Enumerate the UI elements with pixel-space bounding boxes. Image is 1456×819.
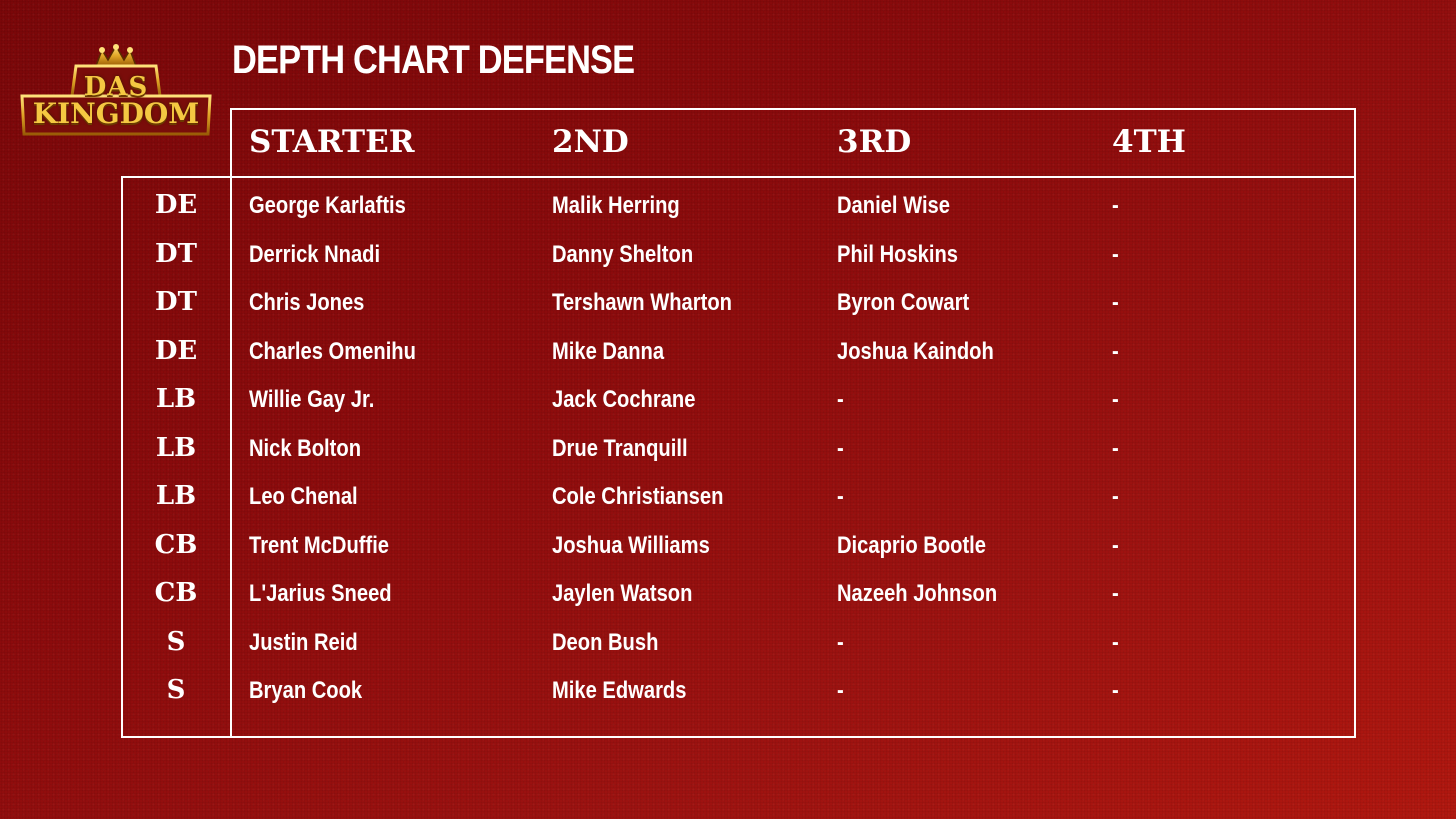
third-cell: Joshua Kaindoh — [837, 337, 994, 365]
table-row: S Bryan Cook Mike Edwards - - — [0, 669, 1456, 718]
third-cell: Phil Hoskins — [837, 240, 958, 268]
table-row: DT Chris Jones Tershawn Wharton Byron Co… — [0, 281, 1456, 330]
fourth-cell: - — [1112, 434, 1119, 462]
second-cell: Joshua Williams — [552, 531, 710, 559]
starter-cell: Justin Reid — [249, 628, 358, 656]
table-row: LB Nick Bolton Drue Tranquill - - — [0, 427, 1456, 476]
fourth-cell: - — [1112, 580, 1119, 607]
third-cell: Nazeeh Johnson — [837, 580, 998, 607]
position-label: DE — [154, 190, 198, 220]
position-label: DT — [155, 287, 197, 317]
fourth-cell: - — [1112, 483, 1119, 510]
table-row: DE George Karlaftis Malik Herring Daniel… — [0, 184, 1456, 233]
column-header-starter: STARTER — [249, 124, 415, 160]
second-cell: Drue Tranquill — [552, 434, 688, 462]
third-cell: - — [837, 483, 844, 510]
position-label: DT — [155, 238, 197, 269]
position-label: LB — [155, 432, 197, 463]
table-row: DT Derrick Nnadi Danny Shelton Phil Hosk… — [0, 233, 1456, 282]
third-cell: - — [837, 386, 844, 413]
position-label: LB — [155, 384, 197, 414]
das-kingdom-logo: DAS KINGDOM — [18, 44, 214, 142]
fourth-cell: - — [1112, 289, 1119, 316]
table-header-frame — [230, 108, 1356, 178]
fourth-cell: - — [1112, 677, 1119, 704]
fourth-cell: - — [1112, 531, 1119, 559]
position-label: LB — [155, 481, 197, 511]
position-label: S — [166, 626, 186, 657]
page-title: DEPTH CHART DEFENSE — [232, 38, 635, 82]
logo-text-das: DAS — [83, 72, 149, 102]
third-cell: Dicaprio Bootle — [837, 531, 986, 559]
position-label: S — [166, 675, 186, 705]
starter-cell: Chris Jones — [249, 289, 365, 316]
position-label: CB — [154, 578, 198, 608]
starter-cell: George Karlaftis — [249, 192, 406, 219]
second-cell: Jaylen Watson — [552, 580, 693, 607]
fourth-cell: - — [1112, 240, 1119, 268]
table-row: LB Willie Gay Jr. Jack Cochrane - - — [0, 378, 1456, 427]
second-cell: Cole Christiansen — [552, 483, 724, 510]
starter-cell: Willie Gay Jr. — [249, 386, 375, 413]
third-cell: Byron Cowart — [837, 289, 970, 316]
table-row: S Justin Reid Deon Bush - - — [0, 621, 1456, 670]
starter-cell: Nick Bolton — [249, 434, 362, 462]
table-row: CB L'Jarius Sneed Jaylen Watson Nazeeh J… — [0, 572, 1456, 621]
starter-cell: L'Jarius Sneed — [249, 580, 392, 607]
position-label: DE — [154, 335, 198, 366]
fourth-cell: - — [1112, 192, 1119, 219]
second-cell: Tershawn Wharton — [552, 289, 732, 316]
fourth-cell: - — [1112, 386, 1119, 413]
position-label: CB — [154, 529, 198, 560]
starter-cell: Trent McDuffie — [249, 531, 390, 559]
third-cell: - — [837, 628, 844, 656]
depth-chart-rows: DE George Karlaftis Malik Herring Daniel… — [0, 184, 1456, 718]
second-cell: Malik Herring — [552, 192, 680, 219]
position-column-divider — [230, 176, 232, 738]
starter-cell: Bryan Cook — [249, 677, 363, 704]
third-cell: Daniel Wise — [837, 192, 950, 219]
second-cell: Mike Danna — [552, 337, 665, 365]
fourth-cell: - — [1112, 628, 1119, 656]
starter-cell: Derrick Nnadi — [249, 240, 381, 268]
second-cell: Jack Cochrane — [552, 386, 696, 413]
second-cell: Mike Edwards — [552, 677, 687, 704]
crown-icon — [20, 44, 212, 136]
starter-cell: Leo Chenal — [249, 483, 358, 510]
third-cell: - — [837, 434, 844, 462]
fourth-cell: - — [1112, 337, 1119, 365]
column-header-4th: 4TH — [1112, 124, 1186, 160]
column-header-2nd: 2ND — [552, 124, 629, 160]
table-body-frame — [121, 176, 1356, 738]
column-header-3rd: 3RD — [837, 124, 912, 160]
table-row: CB Trent McDuffie Joshua Williams Dicapr… — [0, 524, 1456, 573]
second-cell: Deon Bush — [552, 628, 659, 656]
table-row: LB Leo Chenal Cole Christiansen - - — [0, 475, 1456, 524]
logo-text-kingdom: KINGDOM — [32, 97, 200, 130]
second-cell: Danny Shelton — [552, 240, 694, 268]
third-cell: - — [837, 677, 844, 704]
table-row: DE Charles Omenihu Mike Danna Joshua Kai… — [0, 330, 1456, 379]
starter-cell: Charles Omenihu — [249, 337, 416, 365]
